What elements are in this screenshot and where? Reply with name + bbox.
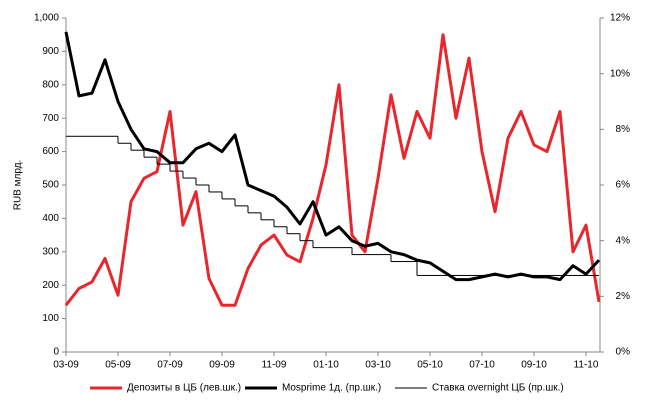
y-tick-label: 100 — [42, 313, 59, 324]
y-tick-label: 1,000 — [34, 13, 59, 24]
line-series — [64, 33, 601, 307]
x-tick-label: 07-10 — [469, 360, 495, 371]
x-tick-label: 05-09 — [105, 360, 131, 371]
y2-tick-label: 8% — [616, 124, 631, 135]
y2-tick-label: 6% — [616, 180, 631, 191]
y-tick-label: 0 — [53, 347, 59, 358]
x-tick-label: 11-10 — [574, 360, 599, 371]
x-tick-label: 09-09 — [209, 360, 235, 371]
legend-label: Ставка overnight ЦБ (пр.шк.) — [432, 383, 564, 394]
x-tick-label: 11-09 — [262, 360, 287, 371]
y-axis-label: RUB млрд. — [13, 160, 24, 211]
y-tick-label: 300 — [42, 246, 59, 257]
y-tick-label: 200 — [42, 280, 59, 291]
y-tick-label: 400 — [42, 213, 59, 224]
y-tick-label: 500 — [42, 180, 59, 191]
line-series — [64, 31, 601, 282]
y-tick-label: 700 — [42, 113, 59, 124]
y2-tick-label: 0% — [616, 347, 631, 358]
y2-tick-label: 4% — [616, 235, 631, 246]
x-tick-label: 01-10 — [313, 360, 339, 371]
y2-tick-label: 2% — [616, 291, 631, 302]
y-tick-label: 600 — [42, 146, 59, 157]
x-tick-label: 03-10 — [365, 360, 391, 371]
y2-tick-label: 12% — [610, 13, 630, 24]
legend-label: Mosprime 1д. (пр.шк.) — [282, 383, 381, 394]
y-tick-label: 900 — [42, 46, 59, 57]
y2-tick-label: 10% — [610, 68, 630, 79]
y-tick-label: 800 — [42, 79, 59, 90]
x-tick-label: 03-09 — [53, 360, 79, 371]
legend-label: Депозиты в ЦБ (лев.шк.) — [127, 383, 241, 394]
x-tick-label: 07-09 — [157, 360, 183, 371]
x-tick-label: 09-10 — [521, 360, 547, 371]
x-tick-label: 05-10 — [417, 360, 443, 371]
